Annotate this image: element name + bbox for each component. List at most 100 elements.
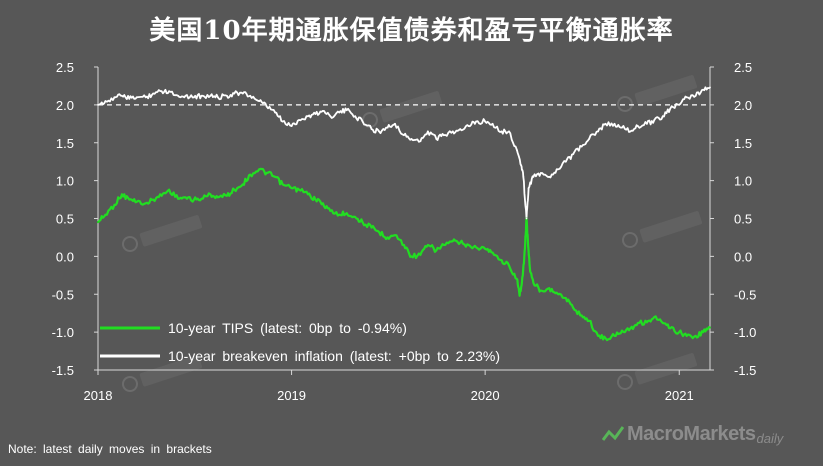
data-point-tips	[329, 210, 332, 212]
data-point-tips	[521, 274, 524, 277]
data-point-tips	[177, 197, 179, 200]
data-point-tips	[307, 193, 309, 196]
y-tick-label-left: 1.5	[56, 136, 74, 151]
y-tick-label-left: -1.0	[52, 325, 74, 340]
data-point-breakeven	[144, 96, 147, 99]
data-point-tips	[678, 331, 681, 334]
data-point-breakeven	[345, 109, 348, 112]
data-point-tips	[597, 335, 600, 337]
data-point-breakeven	[580, 145, 583, 148]
data-point-tips	[249, 173, 252, 176]
brand-chart-icon	[602, 425, 624, 441]
data-point-breakeven	[394, 122, 396, 125]
data-point-tips	[370, 226, 373, 229]
data-point-breakeven	[500, 130, 503, 133]
data-point-breakeven	[629, 130, 632, 133]
watermark-layer	[122, 74, 703, 392]
data-point-tips	[144, 202, 147, 205]
data-point-tips	[135, 200, 138, 203]
data-point-tips	[386, 236, 389, 239]
data-point-breakeven	[621, 126, 623, 129]
y-tick-label-right: -1.5	[734, 363, 756, 378]
data-point-tips	[233, 188, 236, 191]
data-point-tips	[518, 294, 521, 297]
data-point-tips	[604, 337, 607, 340]
data-point-tips	[442, 244, 445, 246]
legend-label-breakeven: 10-year breakeven inflation (latest: +0b…	[168, 348, 500, 364]
chart-title: 美国10年期通胀保值债券和盈亏平衡通胀率	[149, 16, 674, 46]
watermark	[617, 352, 698, 390]
data-point-tips	[345, 212, 348, 215]
data-point-tips	[281, 183, 284, 186]
data-point-tips	[548, 287, 551, 290]
data-point-breakeven	[168, 90, 170, 93]
data-point-breakeven	[338, 111, 341, 114]
data-point-breakeven	[527, 187, 530, 190]
data-point-breakeven	[104, 100, 107, 102]
y-tick-label-left: -1.5	[52, 363, 74, 378]
data-point-tips	[475, 246, 478, 249]
series-line-tips	[97, 167, 711, 342]
data-point-breakeven	[216, 96, 219, 99]
data-point-breakeven	[370, 128, 373, 131]
data-point-breakeven	[613, 122, 616, 125]
data-point-breakeven	[329, 115, 332, 118]
data-point-breakeven	[209, 94, 212, 97]
x-tick-label: 2020	[471, 388, 500, 403]
data-point-breakeven	[354, 115, 357, 118]
data-point-tips	[426, 244, 429, 246]
data-point-breakeven	[525, 217, 528, 220]
data-point-tips	[193, 198, 195, 201]
data-point-breakeven	[290, 125, 293, 127]
data-point-breakeven	[661, 115, 664, 118]
data-point-breakeven	[160, 90, 163, 93]
data-point-tips	[532, 281, 535, 284]
data-point-breakeven	[516, 149, 518, 152]
data-point-breakeven	[97, 103, 99, 106]
y-tick-label-right: -0.5	[734, 287, 756, 302]
data-point-tips	[410, 255, 413, 258]
brand-name: MacroMarkets	[627, 423, 756, 445]
legend: 10-year TIPS (latest: 0bp to -0.94%) 10-…	[100, 320, 500, 364]
data-point-tips	[419, 253, 422, 256]
data-point-breakeven	[281, 120, 284, 123]
data-point-breakeven	[435, 138, 438, 140]
data-point-breakeven	[403, 134, 405, 137]
y-tick-label-right: 0.5	[734, 212, 752, 227]
data-point-tips	[258, 168, 261, 171]
data-point-tips	[184, 196, 187, 199]
data-point-breakeven	[694, 94, 697, 97]
data-point-breakeven	[548, 175, 551, 178]
x-tick-label: 2019	[277, 388, 306, 403]
data-point-breakeven	[128, 97, 131, 100]
data-point-tips	[702, 331, 705, 334]
data-point-tips	[394, 234, 396, 237]
data-point-breakeven	[135, 96, 138, 99]
watermark	[622, 210, 703, 248]
data-point-breakeven	[467, 125, 470, 127]
data-point-tips	[529, 270, 532, 273]
data-point-breakeven	[177, 94, 179, 97]
data-point-tips	[378, 231, 380, 234]
data-point-tips	[555, 291, 558, 294]
data-point-tips	[580, 314, 583, 317]
data-point-breakeven	[604, 122, 607, 125]
x-tick-label: 2018	[84, 388, 113, 403]
data-point-tips	[338, 213, 341, 216]
series-points-layer	[97, 86, 711, 340]
data-point-breakeven	[588, 138, 590, 140]
data-point-tips	[459, 241, 462, 244]
y-tick-label-right: -1.0	[734, 325, 756, 340]
data-point-breakeven	[685, 96, 688, 99]
brand-tagline: daily	[756, 431, 784, 446]
data-point-breakeven	[653, 119, 656, 121]
data-point-breakeven	[249, 94, 252, 97]
x-tick-label: 2021	[665, 388, 694, 403]
data-point-tips	[524, 247, 526, 250]
data-point-breakeven	[572, 153, 575, 156]
y-tick-label-left: -0.5	[52, 287, 74, 302]
data-point-tips	[274, 175, 277, 178]
y-tick-label-right: 0.0	[734, 249, 752, 264]
data-point-tips	[113, 203, 116, 206]
